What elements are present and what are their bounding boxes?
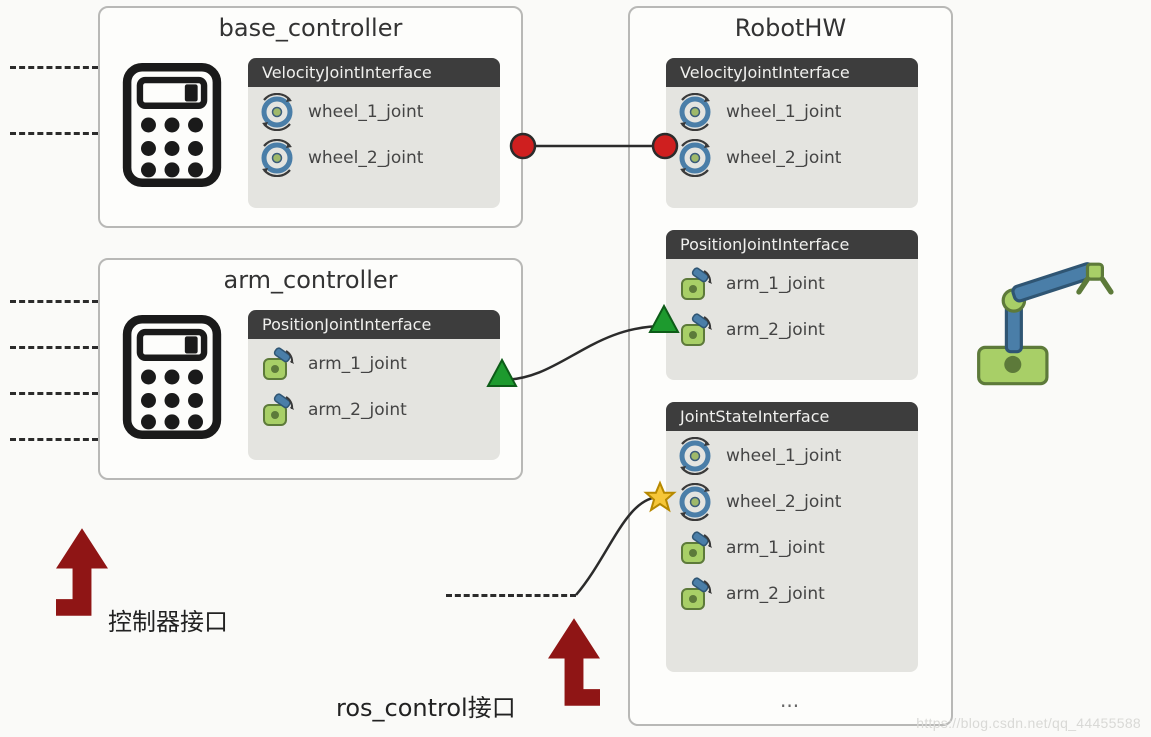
dash-line [10,300,98,303]
iface-position-joint: PositionJointInterface arm_1_joint arm_2… [666,230,918,380]
iface-position-joint: PositionJointInterface arm_1_joint arm_2… [248,310,500,460]
robot-arm-icon [968,255,1128,395]
joint-row: wheel_1_joint [666,87,918,133]
iface-header: VelocityJointInterface [666,58,918,87]
dash-line [10,438,98,441]
wheel-icon [258,93,296,131]
joint-label: arm_2_joint [726,584,825,604]
arm-icon [676,311,714,349]
dash-line [10,132,98,135]
wheel-icon [258,139,296,177]
dash-line [10,392,98,395]
joint-row: arm_2_joint [666,305,918,351]
panel-title: arm_controller [100,266,521,294]
panel-arm-controller: arm_controller PositionJointInterface ar… [98,258,523,480]
arm-icon [676,575,714,613]
dash-line [446,594,576,597]
joint-label: wheel_1_joint [726,446,841,466]
panel-base-controller: base_controller VelocityJointInterface w… [98,6,523,228]
joint-row: wheel_2_joint [666,477,918,523]
iface-joint-state: JointStateInterface wheel_1_joint wheel_… [666,402,918,672]
arrow-icon [56,528,108,616]
label-controller-interface: 控制器接口 [108,602,228,637]
iface-velocity-joint: VelocityJointInterface wheel_1_joint whe… [248,58,500,208]
joint-label: arm_1_joint [726,538,825,558]
arm-icon [258,345,296,383]
joint-label: wheel_2_joint [308,148,423,168]
joint-label: wheel_2_joint [726,492,841,512]
panel-robot-hw: RobotHW VelocityJointInterface wheel_1_j… [628,6,953,726]
joint-row: wheel_1_joint [248,87,500,133]
calculator-icon [122,63,222,187]
calculator-icon [122,315,222,439]
dash-line [10,346,98,349]
joint-label: arm_2_joint [726,320,825,340]
wheel-icon [676,93,714,131]
iface-header: VelocityJointInterface [248,58,500,87]
joint-row: arm_1_joint [666,523,918,569]
joint-row: wheel_1_joint [666,431,918,477]
panel-title: base_controller [100,14,521,42]
joint-row: arm_2_joint [248,385,500,431]
iface-header: JointStateInterface [666,402,918,431]
dash-line [10,66,98,69]
arrow-icon [548,618,600,706]
joint-row: wheel_2_joint [666,133,918,179]
panel-title: RobotHW [630,14,951,42]
joint-label: wheel_1_joint [308,102,423,122]
wheel-icon [676,483,714,521]
joint-label: arm_1_joint [308,354,407,374]
ellipsis: ... [780,688,799,712]
joint-row: arm_1_joint [666,259,918,305]
iface-velocity-joint: VelocityJointInterface wheel_1_joint whe… [666,58,918,208]
joint-row: arm_2_joint [666,569,918,615]
joint-label: wheel_2_joint [726,148,841,168]
wheel-icon [676,139,714,177]
joint-label: wheel_1_joint [726,102,841,122]
iface-header: PositionJointInterface [666,230,918,259]
wheel-icon [676,437,714,475]
iface-header: PositionJointInterface [248,310,500,339]
watermark: https://blog.csdn.net/qq_44455588 [916,715,1141,731]
joint-label: arm_1_joint [726,274,825,294]
joint-label: arm_2_joint [308,400,407,420]
arm-icon [258,391,296,429]
joint-row: arm_1_joint [248,339,500,385]
arm-icon [676,529,714,567]
joint-row: wheel_2_joint [248,133,500,179]
label-ros-control-interface: ros_control接口 [336,688,516,723]
arm-icon [676,265,714,303]
